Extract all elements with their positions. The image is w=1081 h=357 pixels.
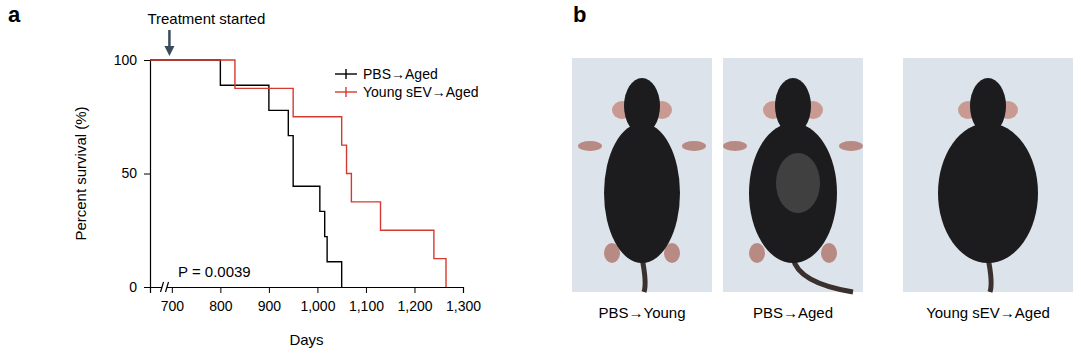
survival-curve [150,60,342,287]
y-tick: 0 [129,279,150,295]
mouse-head [775,78,811,134]
x-axis: 700 800 900 1,000 1,100 1,200 1,300 [151,287,482,314]
legend-marker [345,69,346,79]
axis-break [161,282,164,292]
axis-break [166,282,169,292]
y-tick-label: 100 [114,52,138,68]
photo-label: Young sEV→Aged [926,304,1050,321]
photo [903,58,1073,292]
mouse-tail [642,258,645,292]
mouse-foot [839,141,863,151]
mouse-head [970,78,1006,134]
panel-letter: a [8,2,21,27]
x-tick: 800 [209,287,233,314]
x-tick-mark [269,287,270,293]
legend: PBS→Aged Young sEV→Aged [335,66,478,100]
x-tick-mark [317,287,318,293]
photo-background [903,58,1073,292]
x-tick-label: 1,300 [446,298,481,314]
mouse-body [938,123,1038,263]
mouse-body [604,123,680,263]
y-tick: 50 [121,165,150,181]
x-tick: 900 [258,287,282,314]
x-tick-mark [220,287,221,293]
y-tick: 100 [114,52,150,68]
mouse-foot [682,141,706,151]
y-tick-label: 0 [129,279,137,295]
mouse-foot [578,141,602,151]
x-tick: 1,100 [349,287,384,314]
x-tick-mark [366,287,367,293]
y-tick-mark [144,174,150,175]
x-tick-mark [414,287,415,293]
panel-letter: b [573,2,586,27]
mouse-foot [723,141,747,151]
x-tick-mark [172,287,173,293]
y-tick-label: 50 [121,165,137,181]
mouse-body [749,123,837,263]
photo-background [723,58,863,292]
x-tick-label: 1,000 [300,298,335,314]
x-tick-label: 800 [209,298,233,314]
annotation: Treatment started [147,10,265,27]
x-tick: 1,300 [446,287,481,314]
legend-marker [345,87,346,97]
annotation-arrowhead [164,46,174,56]
legend-label: PBS→Aged [363,66,438,82]
x-tick: 1,000 [300,287,335,314]
photo-label: PBS→Young [598,304,685,321]
y-tick-mark [144,287,150,288]
x-axis-title: Days [289,331,323,348]
x-tick: 1,200 [397,287,432,314]
y-axis-line [144,61,151,288]
legend-label: Young sEV→Aged [363,84,478,100]
x-tick-mark [463,287,464,293]
y-axis: 0 50 100 [114,52,151,295]
photo-background [572,58,712,292]
x-tick-label: 900 [258,298,282,314]
mouse-foot [749,243,765,263]
mouse-foot [821,243,837,263]
y-axis-title: Percent survival (%) [72,106,89,240]
p-value: P = 0.0039 [178,263,251,280]
photo [723,58,863,292]
x-tick-label: 1,200 [397,298,432,314]
y-tick-mark [144,60,150,61]
mouse-head [624,78,660,134]
mouse-tail [793,258,853,292]
x-tick-label: 700 [161,298,185,314]
x-axis-line [151,288,464,294]
mouse-tail [988,258,991,292]
photo [572,58,712,292]
figure: a 0 50 100 700 800 900 1,000 1,100 1,200 1,300 Perc… [0,0,1081,357]
photo-label: PBS→Aged [753,304,833,321]
mouse-grey-fur [776,153,820,213]
x-tick: 700 [161,287,185,314]
x-tick-label: 1,100 [349,298,384,314]
